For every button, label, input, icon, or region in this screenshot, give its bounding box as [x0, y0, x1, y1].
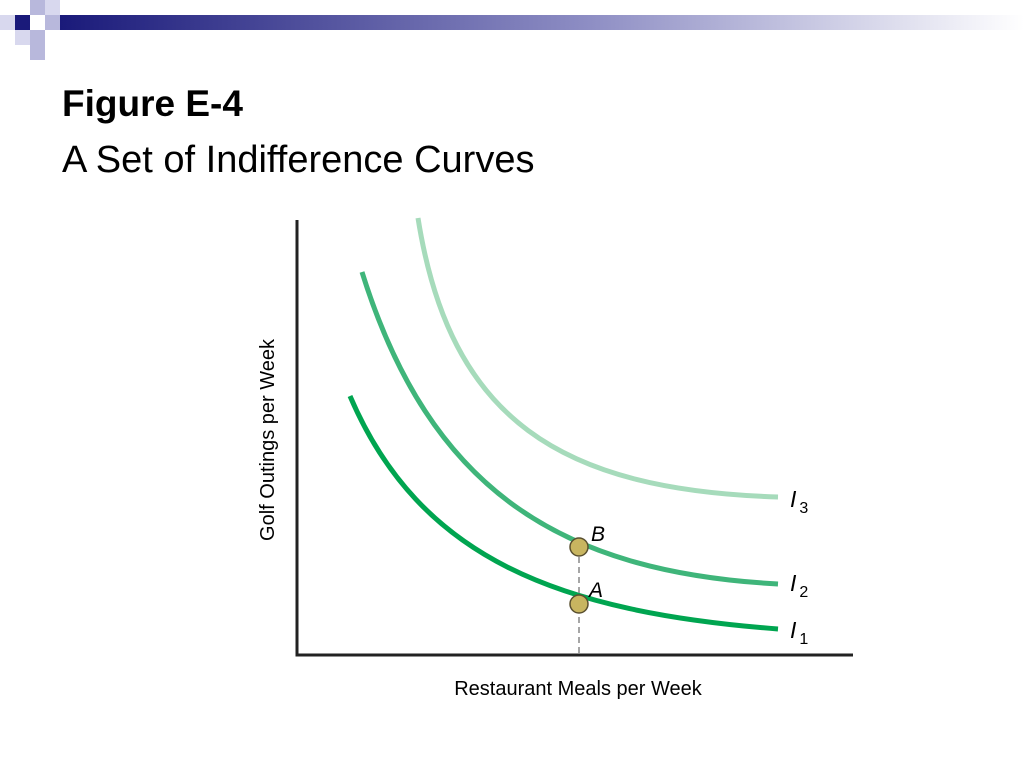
curve-i2	[359, 271, 779, 587]
axes	[295, 220, 853, 657]
slide-title: Figure E-4	[62, 83, 243, 124]
y-axis-label: Golf Outings per Week	[257, 338, 279, 541]
slide-decoration	[0, 0, 1024, 60]
point-label: B	[591, 523, 605, 546]
curve-subscript: 3	[799, 500, 808, 517]
curve-subscript: 1	[799, 631, 808, 648]
curve-i3	[415, 217, 779, 500]
point-label: A	[587, 579, 603, 602]
x-axis-label: Restaurant Meals per Week	[454, 678, 703, 700]
slide-subtitle: A Set of Indifference Curves	[62, 139, 534, 181]
curve-letter: I	[790, 617, 797, 643]
point-b	[569, 537, 589, 557]
point-a	[569, 594, 589, 614]
curve-subscript: 2	[799, 584, 808, 601]
curve-letter: I	[790, 486, 797, 512]
curve-letter: I	[790, 570, 797, 596]
curve-i1	[347, 395, 779, 632]
